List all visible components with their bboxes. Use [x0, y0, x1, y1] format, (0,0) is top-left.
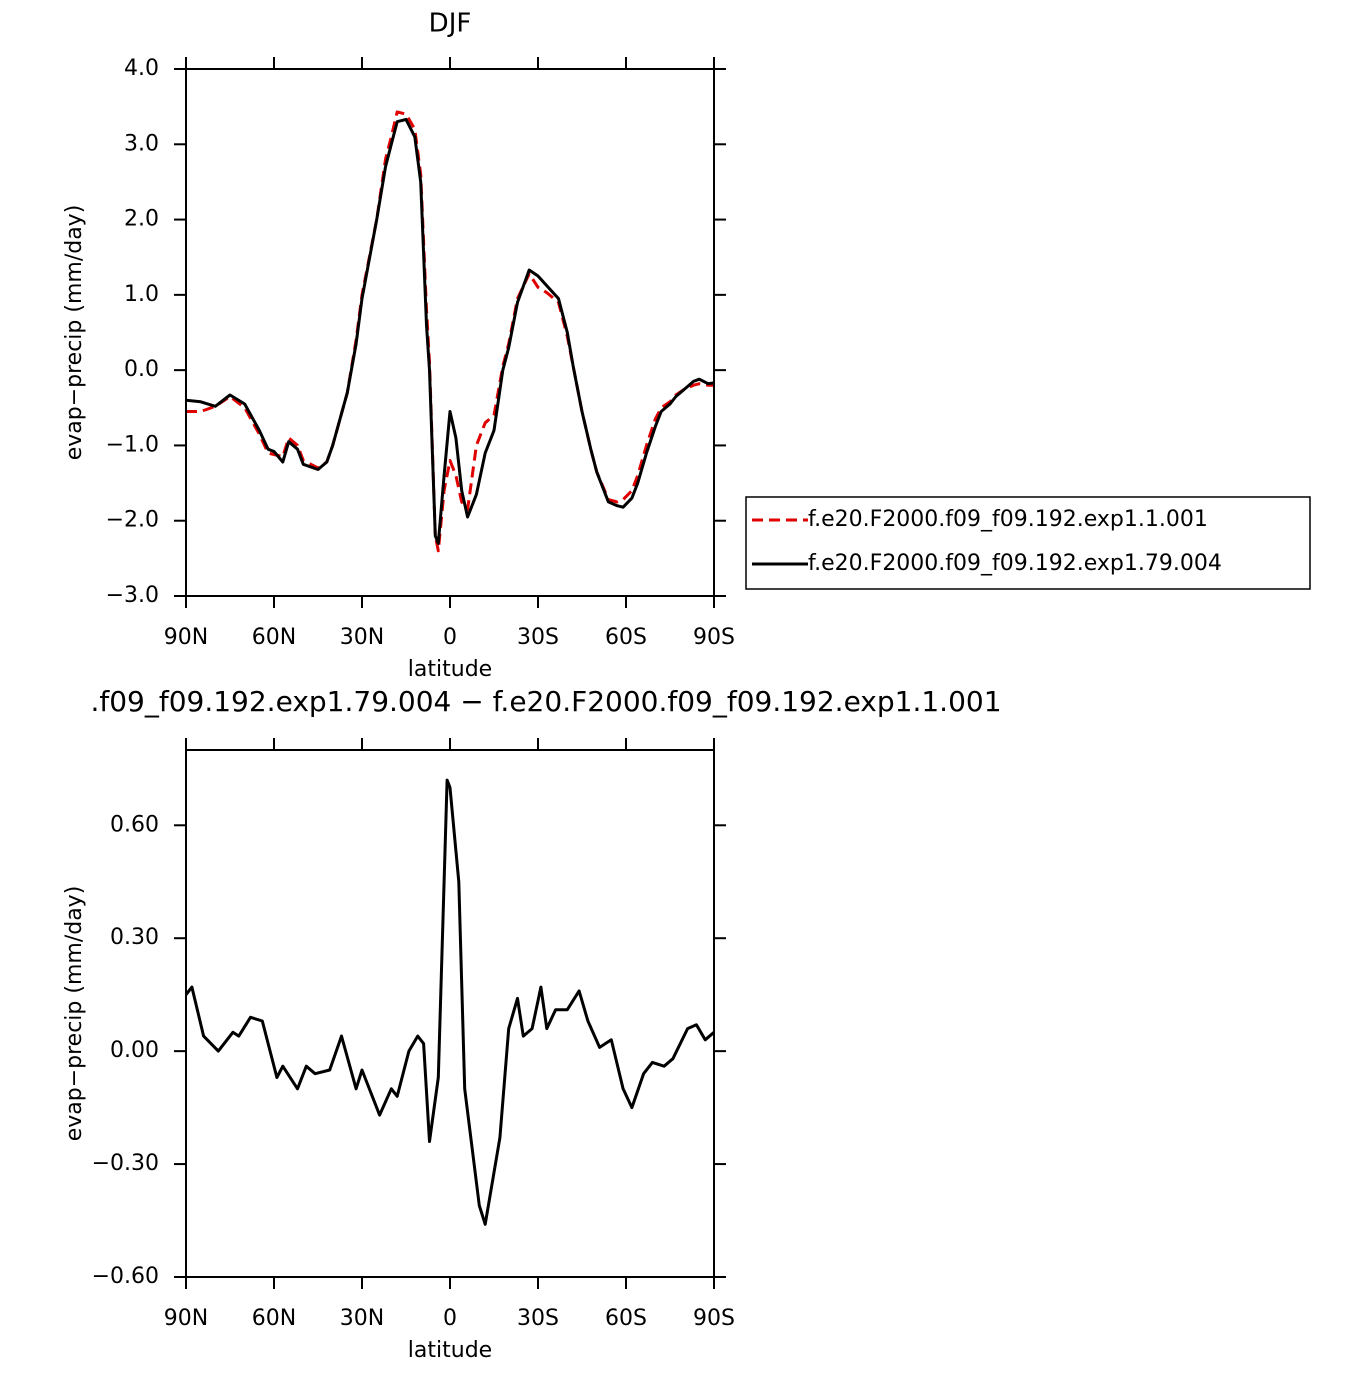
chart-title: DJF [429, 9, 472, 39]
x-tick-label: 0 [443, 625, 457, 650]
y-tick-label: 0.00 [110, 1038, 159, 1063]
y-axis-label: evap−precip (mm/day) [62, 886, 87, 1142]
y-tick-label: 3.0 [124, 131, 159, 156]
line [186, 110, 714, 553]
line [184, 778, 715, 1226]
y-tick-label: 0.0 [124, 357, 159, 382]
x-tick-label: 30S [517, 625, 559, 650]
x-tick-label: 90S [693, 1306, 735, 1331]
x-tick-label: 30S [517, 1306, 559, 1331]
y-tick-label: −0.60 [92, 1264, 159, 1289]
plot-frame [185, 68, 715, 597]
chart-title: .f09_f09.192.exp1.79.004 − f.e20.F2000.f… [90, 685, 1001, 718]
y-tick-label: −3.0 [106, 583, 159, 608]
x-tick-label: 60N [252, 1306, 296, 1331]
x-tick-label: 90N [164, 625, 208, 650]
x-tick-label: 90N [164, 1306, 208, 1331]
y-axis-label: evap−precip (mm/day) [62, 205, 87, 461]
x-tick-label: 0 [443, 1306, 457, 1331]
x-tick-label: 30N [340, 1306, 384, 1331]
plot-frame [185, 749, 715, 1278]
line [185, 117, 715, 545]
y-tick-label: 2.0 [124, 207, 159, 232]
legend-box [745, 496, 1311, 590]
x-tick-label: 60S [605, 1306, 647, 1331]
x-axis-label: latitude [408, 657, 492, 682]
x-axis-label: latitude [408, 1338, 492, 1363]
x-tick-label: 60S [605, 625, 647, 650]
y-tick-label: −0.30 [92, 1151, 159, 1176]
legend-label: f.e20.F2000.f09_f09.192.exp1.1.001 [808, 507, 1208, 532]
x-tick-label: 60N [252, 625, 296, 650]
y-tick-label: 4.0 [124, 56, 159, 81]
legend-label: f.e20.F2000.f09_f09.192.exp1.79.004 [808, 551, 1222, 576]
y-tick-label: 0.60 [110, 812, 159, 837]
y-tick-label: 1.0 [124, 282, 159, 307]
y-tick-label: 0.30 [110, 925, 159, 950]
x-tick-label: 30N [340, 625, 384, 650]
x-tick-label: 90S [693, 625, 735, 650]
y-tick-label: −2.0 [106, 508, 159, 533]
y-tick-label: −1.0 [106, 432, 159, 457]
